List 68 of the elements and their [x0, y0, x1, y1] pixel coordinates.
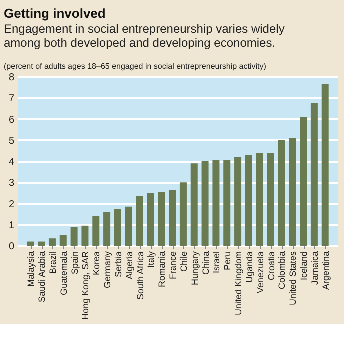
bar	[82, 226, 89, 246]
bar	[289, 138, 296, 246]
x-tick-label: Algeria	[124, 252, 134, 280]
y-tick-label: 1	[8, 220, 15, 232]
x-tick-label: Jamaica	[310, 252, 320, 286]
x-tick-label: Korea	[92, 252, 102, 276]
bar	[202, 162, 209, 246]
bar	[267, 153, 274, 246]
x-tick-label: Guatemala	[58, 252, 69, 296]
bar	[224, 160, 231, 246]
x-tick-label: Iceland	[299, 252, 310, 281]
chart-subtitle: Engagement in social entrepreneurship varies widely among both developed and developing economies.	[4, 22, 285, 50]
x-tick-label: Argentina	[320, 252, 331, 290]
x-tick-label: Venezuela	[255, 252, 266, 294]
bar	[180, 182, 187, 246]
bar	[92, 216, 100, 246]
x-tick-label: Hungary	[190, 251, 200, 286]
x-tick-label: Germany	[102, 251, 113, 289]
y-tick-label: 3	[8, 178, 15, 190]
x-tick-label: Chile	[178, 252, 189, 272]
y-tick-label: 6	[8, 114, 15, 126]
x-tick-label: Israel	[212, 252, 222, 274]
bar	[48, 238, 56, 246]
y-tick-label: 5	[8, 136, 15, 147]
x-tick-label: China	[200, 252, 211, 276]
y-tick-label: 2	[8, 199, 15, 210]
bar	[38, 242, 46, 246]
bar	[158, 192, 166, 246]
x-tick-label: Peru	[222, 252, 233, 271]
bar	[310, 103, 318, 246]
y-tick-label: 8	[8, 72, 15, 84]
bar	[322, 84, 329, 246]
x-tick-label: Saudi Arabia	[37, 252, 48, 303]
bar	[278, 140, 286, 246]
x-tick-label: United States	[288, 251, 298, 306]
bar	[147, 193, 154, 246]
x-tick-label: Croatia	[266, 252, 276, 281]
x-tick-label: Romania	[157, 252, 168, 288]
y-tick-label: 4	[8, 157, 15, 168]
bar	[245, 155, 252, 246]
x-tick-label: United Kingdom	[234, 252, 244, 316]
bar	[125, 206, 132, 246]
bar	[234, 157, 242, 246]
bar	[104, 212, 111, 246]
x-tick-label: Malaysia	[26, 252, 36, 288]
x-tick-label: Hong Kong, SAR	[80, 251, 91, 320]
x-tick-label: Uganda	[244, 252, 254, 284]
y-tick-label: 0	[8, 242, 15, 252]
chart-title: Getting involved	[4, 6, 106, 21]
bar	[60, 235, 67, 246]
x-tick-label: France	[168, 252, 178, 280]
bar	[136, 196, 144, 246]
x-tick-label: South Africa	[135, 252, 146, 300]
x-tick-label: Spain	[70, 252, 80, 275]
x-tick-label: Serbia	[113, 252, 124, 278]
bar	[256, 153, 264, 246]
y-tick-label: 7	[8, 94, 15, 105]
bar	[114, 209, 122, 246]
x-tick-label: Colombia	[277, 252, 288, 290]
bar	[212, 160, 220, 246]
bar	[190, 164, 198, 246]
bar	[70, 226, 78, 246]
x-tick-label: Brazil	[48, 252, 58, 274]
bar	[27, 242, 34, 246]
text: (percent of adults ages 18–65 engaged in social entrepreneurship activity)	[4, 62, 267, 71]
bar	[300, 117, 308, 246]
x-tick-label: Italy	[146, 251, 156, 268]
bar	[169, 190, 176, 246]
